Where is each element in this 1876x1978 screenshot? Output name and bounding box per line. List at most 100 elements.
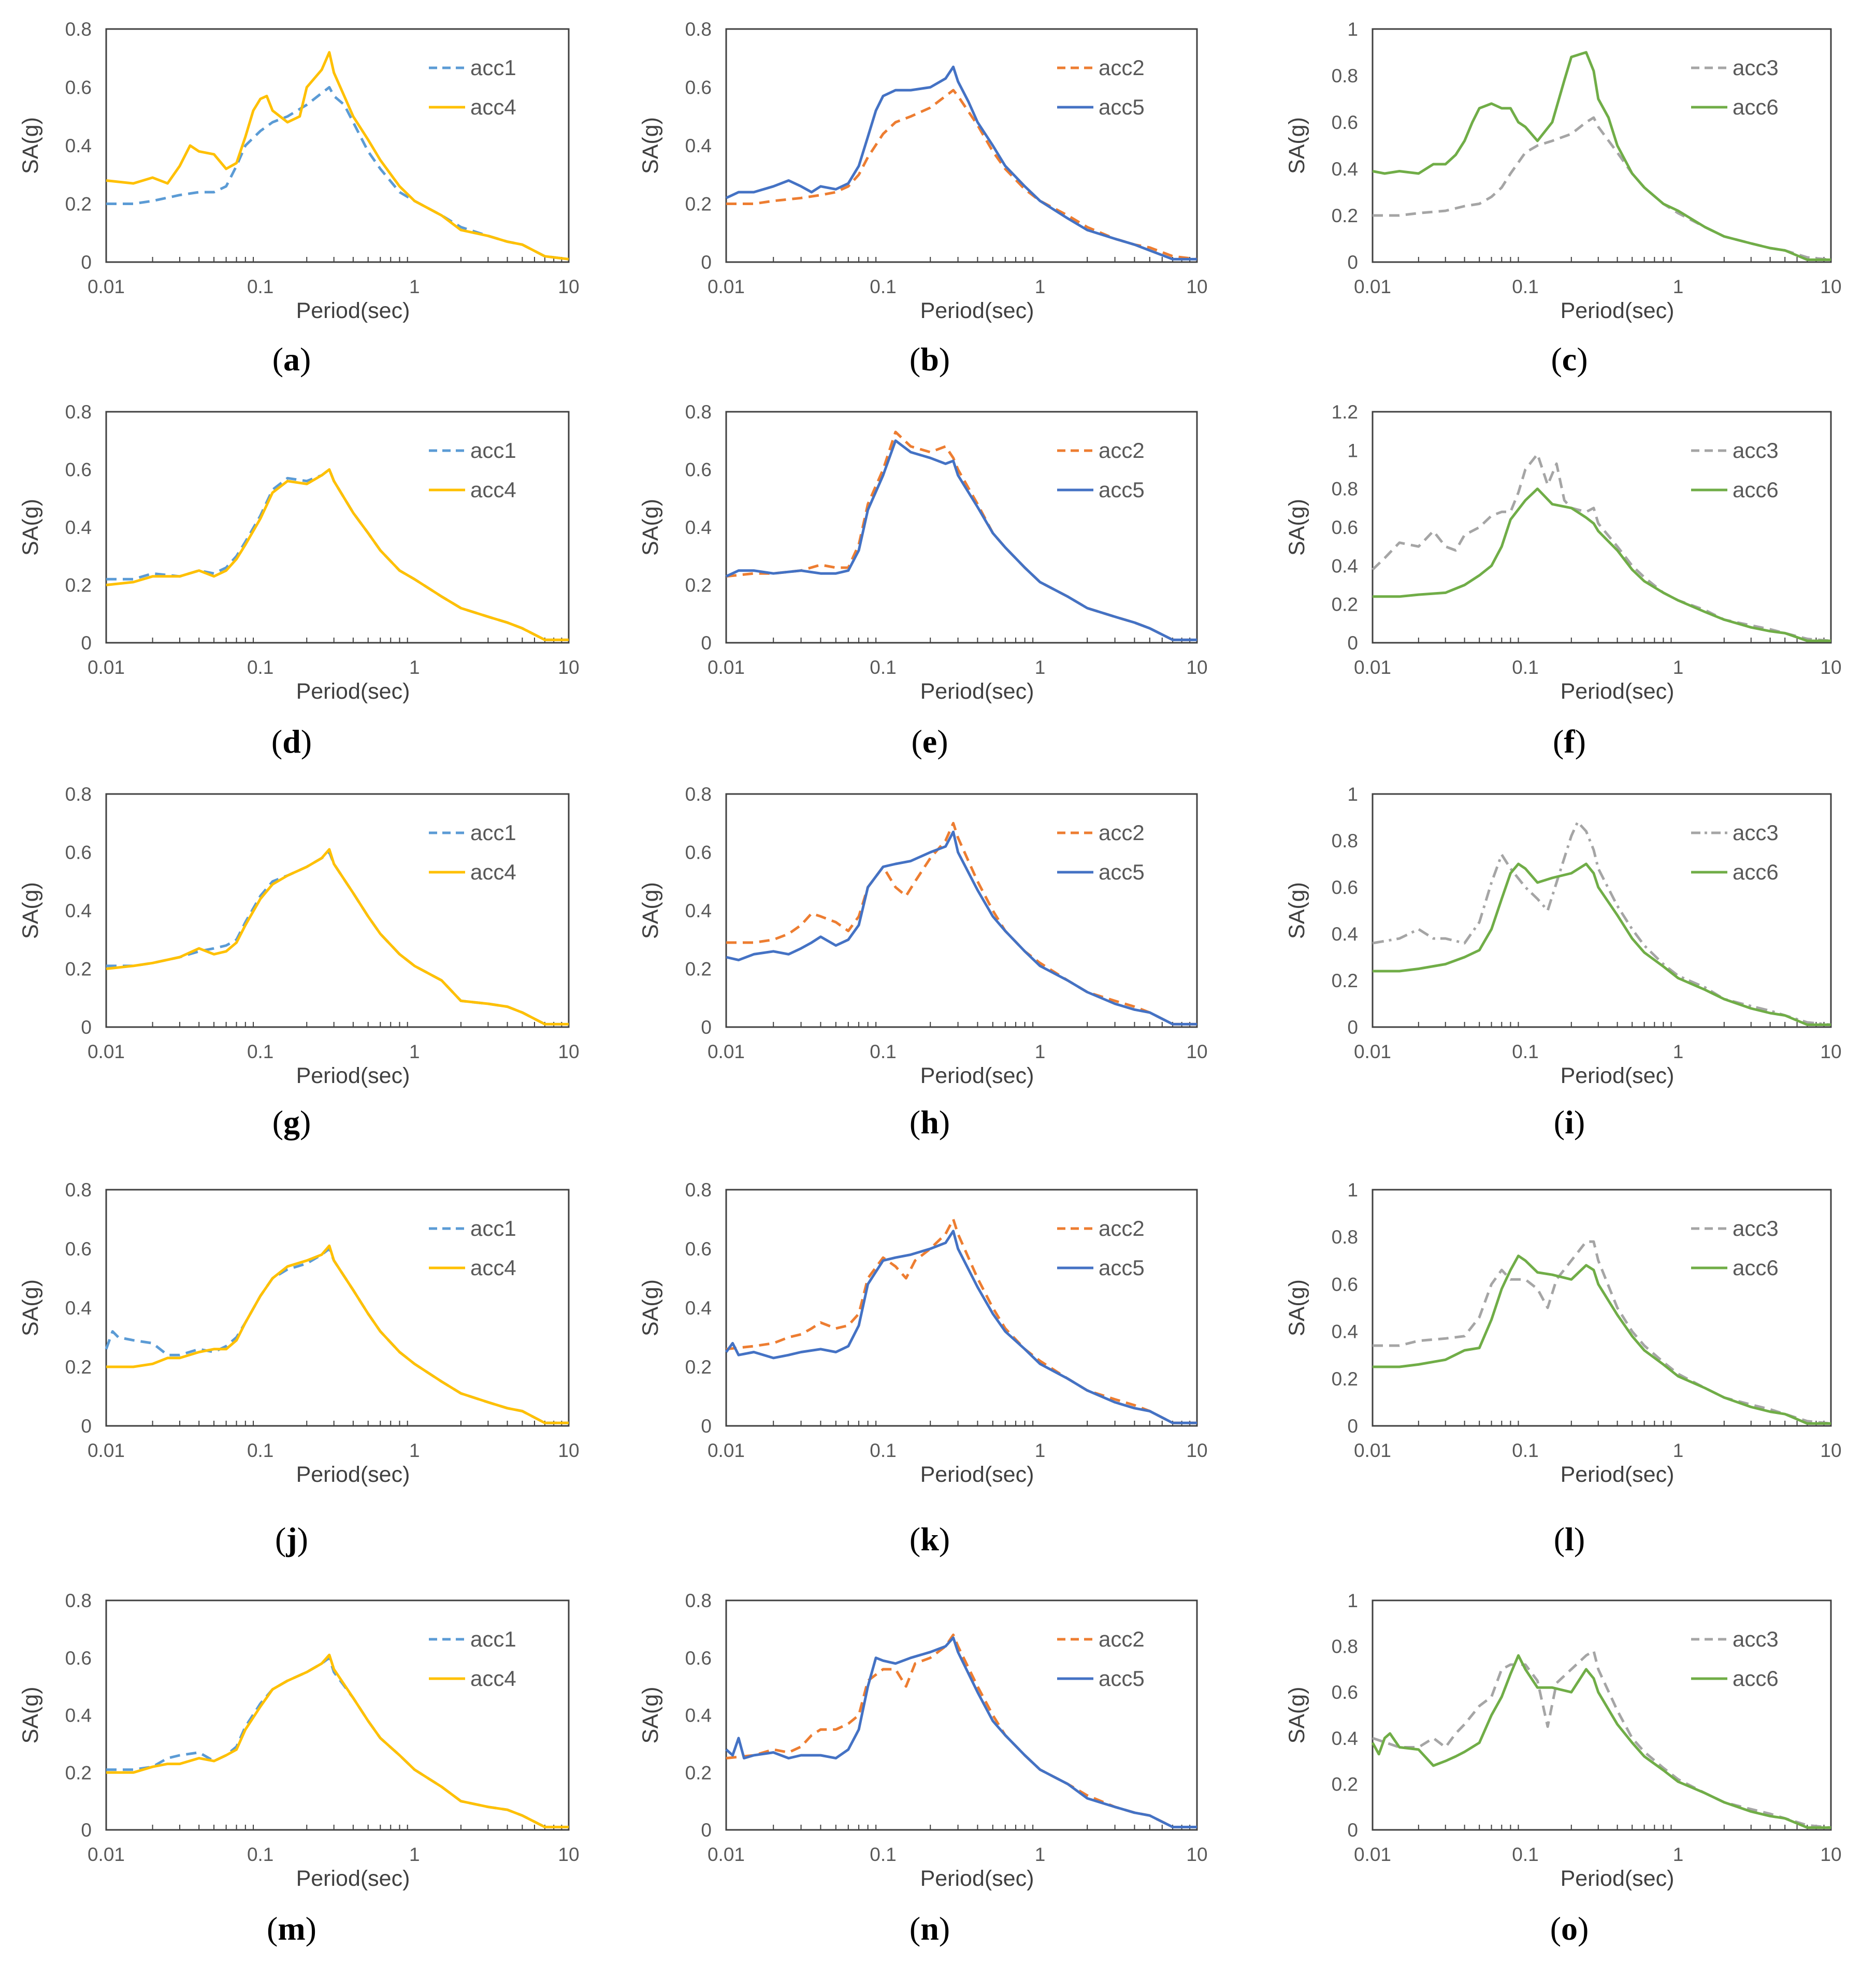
legend-label-acc4: acc4 — [470, 95, 516, 119]
y-tick-label: 0.4 — [1332, 158, 1358, 180]
panel-label-b: (b) — [910, 341, 950, 378]
y-tick-label: 0.8 — [65, 784, 92, 805]
y-tick-label: 0.8 — [65, 401, 92, 423]
x-tick-label: 0.1 — [1512, 657, 1538, 678]
x-tick-label: 10 — [1186, 657, 1207, 678]
x-tick-label: 10 — [1186, 276, 1207, 297]
y-tick-label: 0 — [701, 632, 712, 654]
x-tick-label: 0.1 — [1512, 1844, 1538, 1865]
y-tick-label: 0.2 — [65, 959, 92, 980]
panel-label-h: (h) — [910, 1104, 950, 1140]
y-tick-label: 0 — [81, 632, 92, 654]
y-tick-label: 0.2 — [685, 194, 712, 215]
plot-frame — [725, 28, 1198, 263]
x-tick-label: 1 — [1035, 276, 1046, 297]
chart-panel-o: 0.01 0.1 1 1000.20.40.60.81Period(sec)SA(g)… — [1285, 1590, 1842, 1947]
x-tick-label: 1 — [1035, 1844, 1046, 1865]
y-tick-label: 0 — [81, 1820, 92, 1841]
chart-panel-n: 0.01 0.1 1 10 0 0.2 0.4 0.6 0.8 Period(sec) SA(g) a… — [638, 1590, 1208, 1947]
panel-label-j: (j) — [275, 1521, 308, 1557]
legend-label-acc3: acc3 — [1733, 1627, 1779, 1651]
x-axis-title: Period(sec) — [296, 1462, 410, 1487]
y-tick-label: 0.4 — [685, 135, 712, 156]
y-tick-label: 0.8 — [65, 1590, 92, 1611]
x-axis-title: Period(sec) — [920, 1462, 1034, 1487]
panel-label-c: (c) — [1551, 341, 1588, 378]
x-tick-label: 0.1 — [870, 657, 896, 678]
chart-panel-e: 0.01 0.1 1 10 0 0.2 0.4 0.6 0.8 Period(sec) SA(g) a… — [638, 401, 1208, 760]
legend-label-acc3: acc3 — [1733, 820, 1779, 845]
y-tick-label: 0 — [1347, 1416, 1358, 1437]
x-tick-label: 1 — [409, 1844, 420, 1865]
y-tick-label: 0.4 — [685, 900, 712, 921]
y-tick-label: 0.4 — [65, 1705, 92, 1726]
panel-label-d: (d) — [271, 723, 312, 760]
series-line-acc3 — [1373, 116, 1831, 261]
y-axis-title: SA(g) — [638, 1687, 663, 1744]
y-tick-label: 0 — [81, 1416, 92, 1437]
y-tick-label: 1 — [1347, 784, 1358, 805]
y-axis-title: SA(g) — [18, 1279, 43, 1336]
panel-label-i: (i) — [1554, 1104, 1585, 1140]
x-tick-label: 0.01 — [708, 1440, 745, 1461]
x-tick-label: 0.1 — [247, 1041, 273, 1062]
y-tick-label: 0 — [701, 1017, 712, 1038]
x-tick-label: 0.1 — [1512, 1041, 1538, 1062]
y-tick-label: 0.6 — [1332, 1682, 1358, 1703]
y-tick-label: 0.8 — [685, 1179, 712, 1201]
chart-panel-g: 0.01 0.1 1 10 0 0.2 0.4 0.6 0.8 Period(sec) SA(g) a… — [18, 784, 580, 1140]
x-tick-label: 0.1 — [247, 1440, 273, 1461]
y-axis-title: SA(g) — [18, 117, 43, 174]
x-tick-label: 1 — [1673, 276, 1684, 297]
y-tick-label: 0.6 — [685, 1648, 712, 1669]
x-tick-label: 10 — [558, 276, 579, 297]
chart-panel-k: 0.01 0.1 1 10 0 0.2 0.4 0.6 0.8 Period(sec) SA(g) a… — [638, 1179, 1208, 1557]
series-line-acc4 — [106, 468, 569, 641]
y-axis-title: SA(g) — [18, 1687, 43, 1744]
y-tick-label: 0.2 — [65, 194, 92, 215]
y-tick-label: 0.8 — [1332, 479, 1358, 500]
series-line-acc3 — [1373, 1240, 1831, 1425]
chart-panel-i: 0.01 0.1 1 1000.20.40.60.81Period(sec)SA(g)… — [1285, 784, 1842, 1140]
series-line-acc6 — [1371, 1654, 1831, 1829]
y-tick-label: 0.6 — [65, 459, 92, 481]
series-line-acc4 — [106, 1244, 569, 1424]
y-tick-label: 0.6 — [685, 459, 712, 481]
plot-frame — [105, 411, 570, 644]
plot-frame — [105, 793, 570, 1028]
series-line-acc4 — [106, 51, 569, 261]
chart-panel-a: 0.01 0.1 1 10 0 0.2 0.4 0.6 0.8 Period(sec) SA(g) a… — [18, 19, 580, 378]
y-tick-label: 0.6 — [65, 842, 92, 863]
y-tick-label: 0.6 — [685, 842, 712, 863]
legend-label-acc1: acc1 — [470, 55, 516, 80]
x-tick-label: 10 — [1820, 1440, 1841, 1461]
y-tick-label: 0 — [81, 1017, 92, 1038]
y-tick-label: 0 — [701, 1820, 712, 1841]
series-line-acc2 — [726, 1633, 1197, 1828]
y-tick-label: 1.2 — [1332, 401, 1358, 423]
y-tick-label: 0 — [1347, 1017, 1358, 1038]
y-tick-label: 0 — [81, 252, 92, 273]
x-tick-label: 0.01 — [1354, 1041, 1391, 1062]
y-tick-label: 0.4 — [65, 135, 92, 156]
series-line-acc6 — [1373, 862, 1831, 1026]
x-tick-label: 1 — [1035, 1440, 1046, 1461]
y-tick-label: 0 — [701, 1416, 712, 1437]
x-tick-label: 10 — [1820, 276, 1841, 297]
x-axis-title: Period(sec) — [920, 679, 1034, 704]
x-axis-title: Period(sec) — [296, 1866, 410, 1891]
series-line-acc5 — [725, 1636, 1197, 1828]
x-axis-title: Period(sec) — [920, 1866, 1034, 1891]
x-axis-title: Period(sec) — [296, 679, 410, 704]
legend-label-acc6: acc6 — [1733, 1255, 1779, 1280]
y-axis-title: SA(g) — [638, 117, 663, 174]
legend-label-acc1: acc1 — [470, 820, 516, 845]
x-tick-label: 0.1 — [870, 1041, 896, 1062]
y-axis-title: SA(g) — [638, 499, 663, 556]
legend-label-acc4: acc4 — [470, 478, 516, 502]
series-line-acc6 — [1372, 51, 1831, 261]
y-tick-label: 0.2 — [685, 575, 712, 596]
y-tick-label: 0.4 — [1332, 1321, 1358, 1342]
legend-label-acc4: acc4 — [470, 1255, 516, 1280]
